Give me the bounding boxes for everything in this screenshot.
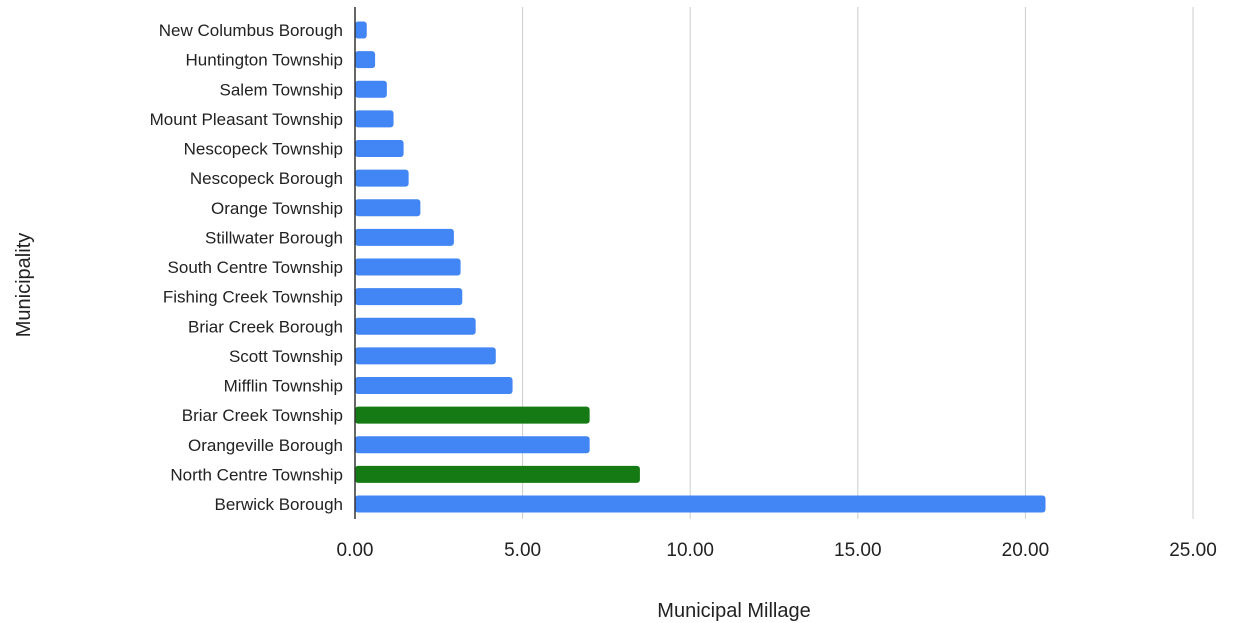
category-label: Fishing Creek Township bbox=[163, 288, 343, 307]
category-labels: New Columbus Borough Huntington Township S… bbox=[150, 21, 343, 514]
bar bbox=[355, 495, 1046, 513]
bar bbox=[355, 21, 367, 39]
category-label: Huntington Township bbox=[185, 51, 343, 70]
x-axis-title: Municipal Millage bbox=[657, 600, 810, 622]
category-label: New Columbus Borough bbox=[159, 21, 343, 40]
category-label: Mount Pleasant Township bbox=[150, 110, 343, 129]
bars bbox=[355, 21, 1046, 513]
bar bbox=[355, 406, 590, 424]
category-label: Briar Creek Borough bbox=[188, 317, 343, 336]
bar bbox=[355, 228, 454, 246]
category-label: Orangeville Borough bbox=[188, 436, 343, 455]
bar bbox=[355, 317, 476, 335]
bar bbox=[355, 169, 409, 187]
y-axis-title: Municipality bbox=[13, 233, 35, 337]
category-label: Stillwater Borough bbox=[205, 228, 343, 247]
x-tick-label: 0.00 bbox=[337, 540, 374, 561]
x-tick-labels: 0.00 5.00 10.00 15.00 20.00 25.00 bbox=[337, 540, 1217, 561]
category-label: Nescopeck Borough bbox=[190, 169, 343, 188]
category-label: Salem Township bbox=[220, 80, 343, 99]
x-tick-label: 25.00 bbox=[1169, 540, 1217, 561]
x-tick-label: 5.00 bbox=[504, 540, 541, 561]
category-label: Nescopeck Township bbox=[184, 140, 343, 159]
bar bbox=[355, 199, 421, 217]
bar bbox=[355, 347, 496, 365]
grid-lines bbox=[522, 7, 1194, 519]
bar bbox=[355, 377, 513, 394]
category-label: Orange Township bbox=[211, 199, 343, 218]
bar bbox=[355, 140, 404, 157]
category-label: Scott Township bbox=[229, 347, 343, 366]
x-tick-label: 10.00 bbox=[666, 540, 714, 561]
bar bbox=[355, 465, 640, 483]
bar bbox=[355, 258, 461, 276]
bar bbox=[355, 51, 376, 69]
bar bbox=[355, 288, 463, 306]
bar bbox=[355, 110, 394, 128]
category-label: North Centre Township bbox=[170, 465, 343, 484]
category-label: South Centre Township bbox=[168, 258, 343, 277]
x-tick-label: 15.00 bbox=[834, 540, 882, 561]
category-label: Briar Creek Township bbox=[182, 406, 343, 425]
category-label: Mifflin Township bbox=[224, 377, 343, 396]
bar bbox=[355, 80, 387, 98]
x-tick-label: 20.00 bbox=[1002, 540, 1050, 561]
category-label: Berwick Borough bbox=[214, 495, 343, 514]
bar bbox=[355, 436, 590, 454]
